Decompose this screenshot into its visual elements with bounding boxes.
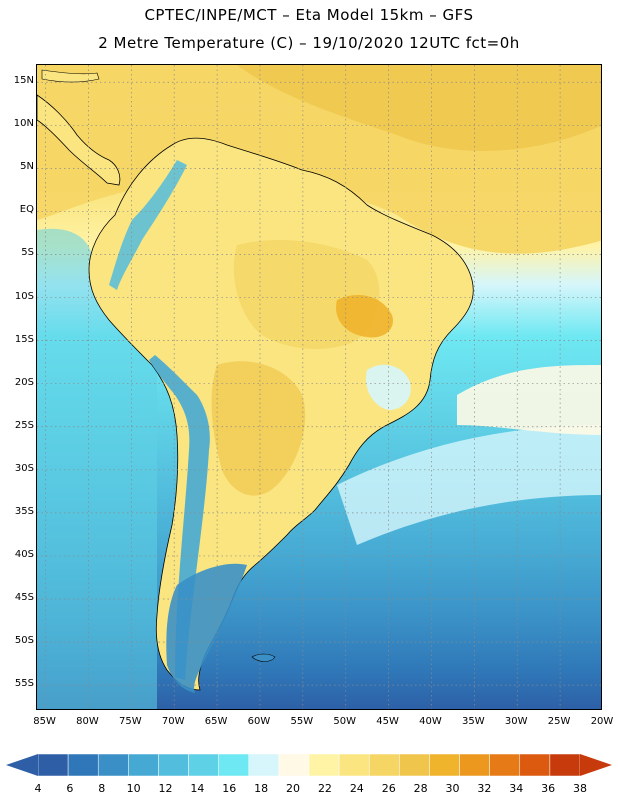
colorbar-label: 28 bbox=[413, 782, 428, 795]
latitude-label: 5S bbox=[21, 247, 34, 259]
colorbar-label: 10 bbox=[126, 782, 141, 795]
latitude-label: 45S bbox=[14, 592, 34, 604]
andes-north-cool-strip bbox=[109, 160, 187, 290]
colorbar-cell bbox=[519, 753, 551, 777]
longitude-label: 35W bbox=[462, 716, 485, 727]
latitude-label: 35S bbox=[14, 505, 34, 517]
longitude-label: 85W bbox=[33, 716, 56, 727]
central-america-land bbox=[37, 94, 121, 186]
colorbar-label: 36 bbox=[541, 782, 556, 795]
colorbar-label: 34 bbox=[509, 782, 524, 795]
colorbar-cell bbox=[549, 753, 581, 777]
color-scale-bar bbox=[6, 753, 612, 777]
warm-core-north bbox=[237, 65, 601, 151]
chaco-warm-area bbox=[211, 361, 306, 496]
longitude-label: 55W bbox=[290, 716, 314, 727]
longitude-label: 75W bbox=[119, 716, 142, 727]
atlantic-mild-band bbox=[457, 365, 601, 435]
colorbar-label: 14 bbox=[190, 782, 205, 795]
latitude-label: 20S bbox=[14, 376, 34, 388]
latitude-label: 40S bbox=[14, 548, 34, 560]
colorbar-cell bbox=[308, 753, 340, 777]
longitude-label: 45W bbox=[376, 716, 399, 727]
colorbar-label: 22 bbox=[317, 782, 332, 795]
latitude-label: 55S bbox=[14, 678, 34, 690]
latitude-label: 5N bbox=[20, 161, 34, 173]
falkland-islands bbox=[251, 653, 276, 662]
colorbar-cell bbox=[97, 753, 129, 777]
colorbar-cell bbox=[188, 753, 219, 777]
colorbar-label: 18 bbox=[254, 782, 269, 795]
highlands-cool-patch bbox=[365, 364, 411, 410]
patagonia-cold-area bbox=[166, 563, 247, 693]
colorbar-cell bbox=[338, 753, 370, 777]
colorbar-cell bbox=[399, 753, 430, 777]
latitude-label: 10S bbox=[14, 290, 34, 302]
chart-subtitle: 2 Metre Temperature (C) – 19/10/2020 12U… bbox=[98, 34, 520, 52]
colorbar-cell bbox=[218, 753, 250, 777]
central-brazil-hot-spot bbox=[336, 295, 393, 338]
longitude-label: 80W bbox=[76, 716, 99, 727]
chart-title: CPTEC/INPE/MCT – Eta Model 15km – GFS bbox=[144, 6, 474, 24]
andes-south-cool-strip bbox=[149, 355, 210, 680]
caribbean-islands bbox=[41, 69, 100, 83]
colorbar-cell bbox=[248, 753, 280, 777]
longitude-label: 65W bbox=[204, 716, 228, 727]
latitude-label: 30S bbox=[14, 462, 34, 474]
colorbar-label: 24 bbox=[349, 782, 364, 795]
latitude-label: 25S bbox=[14, 419, 34, 431]
colorbar-label: 12 bbox=[158, 782, 173, 795]
colorbar-cell bbox=[37, 753, 69, 777]
colorbar-cell bbox=[128, 753, 159, 777]
colorbar-label: 8 bbox=[98, 782, 106, 795]
latitude-label: 15S bbox=[14, 333, 34, 345]
longitude-label: 60W bbox=[247, 716, 271, 727]
colorbar-label: 26 bbox=[381, 782, 396, 795]
longitude-label: 40W bbox=[419, 716, 442, 727]
latitude-label: 50S bbox=[14, 635, 34, 647]
colorbar-label: 6 bbox=[66, 782, 74, 795]
colorbar-left-arrow bbox=[6, 754, 38, 776]
latitude-label: 15N bbox=[13, 75, 34, 87]
map-panel bbox=[36, 64, 602, 710]
colorbar-cell bbox=[67, 753, 99, 777]
colorbar-label: 30 bbox=[445, 782, 460, 795]
longitude-label: 30W bbox=[504, 716, 528, 727]
colorbar-cell bbox=[158, 753, 189, 777]
colorbar-cell bbox=[459, 753, 490, 777]
colorbar-cell bbox=[489, 753, 521, 777]
atlantic-cool-band bbox=[337, 425, 601, 545]
colorbar-cell bbox=[368, 753, 400, 777]
colorbar-cell bbox=[278, 753, 310, 777]
colorbar-label: 32 bbox=[477, 782, 492, 795]
colorbar-right-arrow bbox=[580, 754, 612, 776]
pacific-cool-tongue bbox=[37, 228, 157, 709]
longitude-label: 20W bbox=[590, 716, 614, 727]
longitude-label: 70W bbox=[161, 716, 185, 727]
colorbar-label: 38 bbox=[573, 782, 587, 795]
colorbar-cell bbox=[429, 753, 460, 777]
latitude-label: EQ bbox=[19, 204, 34, 216]
temperature-map bbox=[37, 65, 601, 709]
longitude-label: 25W bbox=[547, 716, 571, 727]
colorbar-label: 20 bbox=[286, 782, 301, 795]
longitude-label: 50W bbox=[333, 716, 357, 727]
latitude-label: 10N bbox=[13, 118, 34, 130]
colorbar-label: 16 bbox=[222, 782, 237, 795]
colorbar-label: 4 bbox=[34, 782, 42, 795]
